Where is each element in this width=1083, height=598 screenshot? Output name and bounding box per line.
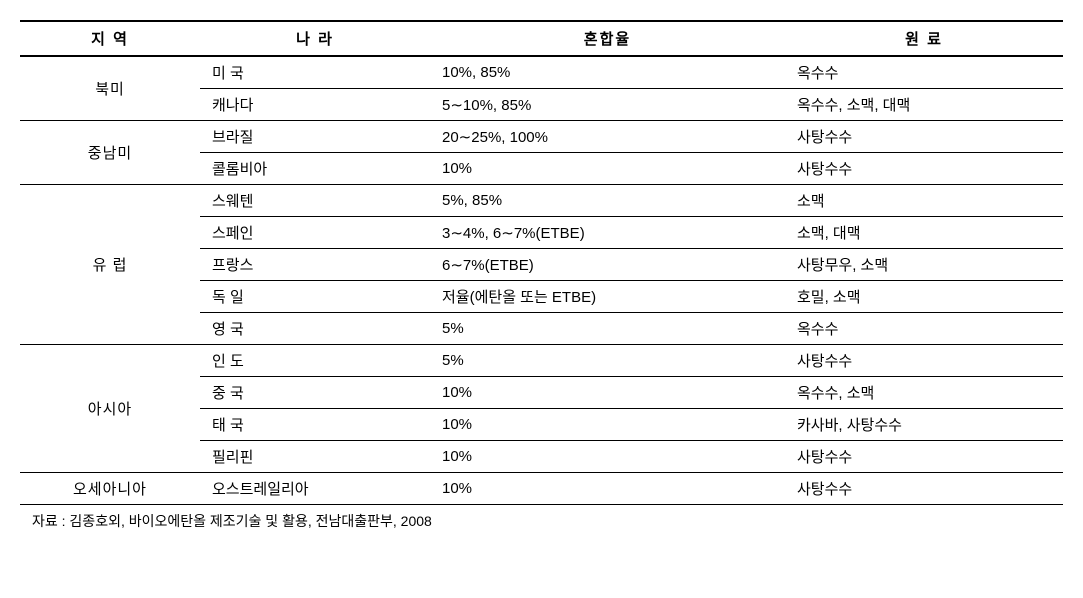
blend-cell: 10%, 85%: [430, 56, 785, 89]
country-cell: 인 도: [200, 345, 430, 377]
blend-cell: 10%: [430, 441, 785, 473]
material-cell: 사탕수수: [785, 473, 1063, 505]
country-cell: 영 국: [200, 313, 430, 345]
material-cell: 사탕무우, 소맥: [785, 249, 1063, 281]
table-row: 오세아니아오스트레일리아10%사탕수수: [20, 473, 1063, 505]
blend-cell: 10%: [430, 377, 785, 409]
country-cell: 프랑스: [200, 249, 430, 281]
region-cell: 오세아니아: [20, 473, 200, 505]
country-cell: 스페인: [200, 217, 430, 249]
region-cell: 북미: [20, 56, 200, 121]
blend-cell: 저율(에탄올 또는 ETBE): [430, 281, 785, 313]
country-cell: 캐나다: [200, 89, 430, 121]
table-row: 유 럽스웨텐5%, 85%소맥: [20, 185, 1063, 217]
header-country: 나 라: [200, 21, 430, 56]
country-cell: 오스트레일리아: [200, 473, 430, 505]
region-cell: 유 럽: [20, 185, 200, 345]
blend-cell: 5%: [430, 313, 785, 345]
table-row: 아시아인 도5%사탕수수: [20, 345, 1063, 377]
material-cell: 소맥, 대맥: [785, 217, 1063, 249]
material-cell: 옥수수, 소맥: [785, 377, 1063, 409]
blend-cell: 20∼25%, 100%: [430, 121, 785, 153]
table-row: 북미미 국10%, 85%옥수수: [20, 56, 1063, 89]
header-blend: 혼합율: [430, 21, 785, 56]
header-region: 지 역: [20, 21, 200, 56]
blend-cell: 3∼4%, 6∼7%(ETBE): [430, 217, 785, 249]
bioethanol-table: 지 역 나 라 혼합율 원 료 북미미 국10%, 85%옥수수캐나다5∼10%…: [20, 20, 1063, 505]
country-cell: 미 국: [200, 56, 430, 89]
blend-cell: 5%: [430, 345, 785, 377]
material-cell: 사탕수수: [785, 121, 1063, 153]
source-note: 자료 : 김종호외, 바이오에탄올 제조기술 및 활용, 전남대출판부, 200…: [20, 505, 1063, 537]
material-cell: 카사바, 사탕수수: [785, 409, 1063, 441]
table-row: 중남미브라질20∼25%, 100%사탕수수: [20, 121, 1063, 153]
country-cell: 독 일: [200, 281, 430, 313]
table-header-row: 지 역 나 라 혼합율 원 료: [20, 21, 1063, 56]
material-cell: 사탕수수: [785, 345, 1063, 377]
material-cell: 호밀, 소맥: [785, 281, 1063, 313]
blend-cell: 5∼10%, 85%: [430, 89, 785, 121]
blend-cell: 5%, 85%: [430, 185, 785, 217]
header-material: 원 료: [785, 21, 1063, 56]
material-cell: 사탕수수: [785, 153, 1063, 185]
country-cell: 태 국: [200, 409, 430, 441]
material-cell: 사탕수수: [785, 441, 1063, 473]
country-cell: 필리핀: [200, 441, 430, 473]
material-cell: 옥수수: [785, 313, 1063, 345]
material-cell: 소맥: [785, 185, 1063, 217]
blend-cell: 10%: [430, 409, 785, 441]
country-cell: 스웨텐: [200, 185, 430, 217]
country-cell: 브라질: [200, 121, 430, 153]
material-cell: 옥수수, 소맥, 대맥: [785, 89, 1063, 121]
blend-cell: 10%: [430, 153, 785, 185]
material-cell: 옥수수: [785, 56, 1063, 89]
region-cell: 중남미: [20, 121, 200, 185]
blend-cell: 6∼7%(ETBE): [430, 249, 785, 281]
country-cell: 콜롬비아: [200, 153, 430, 185]
blend-cell: 10%: [430, 473, 785, 505]
country-cell: 중 국: [200, 377, 430, 409]
region-cell: 아시아: [20, 345, 200, 473]
